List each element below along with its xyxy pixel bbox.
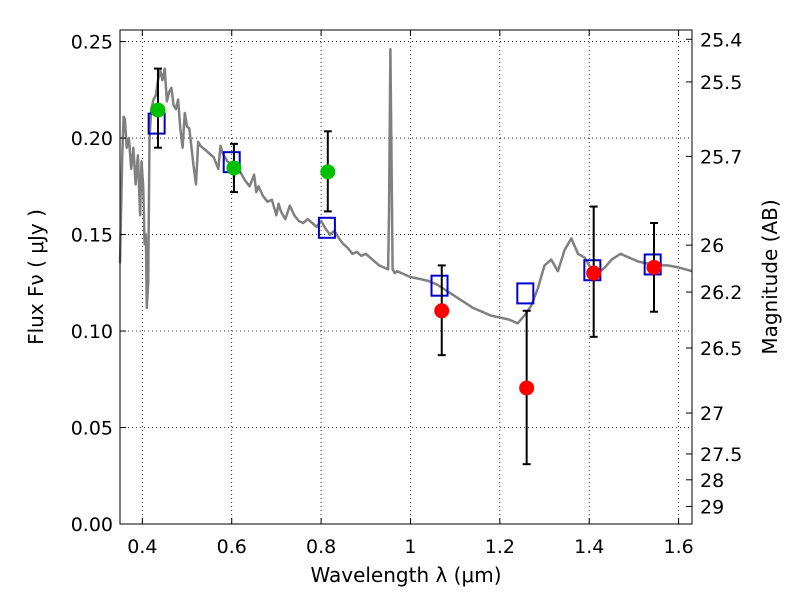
blue-square-marker	[430, 274, 449, 297]
mag-tick-label: 26	[700, 235, 724, 257]
mag-tick-label: 25.4	[700, 29, 742, 51]
green-point	[320, 164, 336, 180]
mag-tick-label: 26.5	[700, 338, 742, 360]
x-tick-label: 0.4	[127, 536, 157, 558]
mag-tick-label: 25.7	[700, 146, 742, 168]
axes: 0.4 0.6 0.8 1 1.2 1.4 1.6 0.00 0.05 0.10 0.15 0.20 0…	[71, 29, 743, 558]
x-axis-label: Wavelength λ (μm)	[310, 563, 501, 587]
spectrum-line	[118, 48, 693, 325]
red-point	[519, 380, 535, 396]
x-tick-label: 1.2	[485, 536, 515, 558]
mag-tick-label: 25.5	[700, 72, 742, 94]
plot-area	[118, 48, 693, 466]
red-point	[646, 259, 662, 275]
y-axis-label: Flux Fν ( μJy )	[24, 209, 48, 345]
mag-tick-label: 27.5	[700, 444, 742, 466]
y-tick-label: 0.00	[71, 514, 113, 536]
green-point	[150, 102, 166, 118]
x-tick-label: 1.6	[663, 536, 693, 558]
blue-square-marker	[317, 216, 336, 239]
x-tick-label: 1.4	[574, 536, 604, 558]
plot-frame	[119, 29, 693, 525]
mag-tick-label: 27	[700, 403, 724, 425]
y-tick-label: 0.20	[71, 128, 113, 150]
mag-tick-label: 28	[700, 470, 724, 492]
y-tick-label: 0.15	[71, 225, 113, 247]
mag-tick-label: 29	[700, 496, 724, 518]
x-tick-label: 0.6	[217, 536, 247, 558]
y-tick-label: 0.05	[71, 418, 113, 440]
grid	[120, 30, 692, 525]
red-point	[434, 303, 450, 319]
blue-square-marker	[516, 282, 535, 305]
green-point	[226, 160, 242, 176]
mag-tick-label: 26.2	[700, 282, 742, 304]
x-tick-label: 0.8	[306, 536, 336, 558]
red-point	[586, 265, 602, 281]
x-tick-label: 1	[404, 536, 416, 558]
y2-axis-label: Magnitude (AB)	[758, 199, 782, 354]
y-tick-label: 0.25	[71, 32, 113, 54]
y-tick-label: 0.10	[71, 321, 113, 343]
